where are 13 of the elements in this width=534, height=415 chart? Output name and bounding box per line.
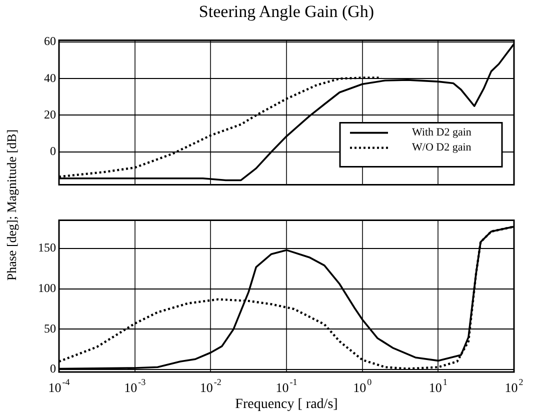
y-tick-label: 150 (38, 240, 56, 255)
y-tick-label: 50 (44, 321, 56, 336)
chart-title: Steering Angle Gain (Gh) (198, 2, 376, 22)
y-tick-label: 60 (44, 34, 56, 48)
y-tick-label: 100 (38, 280, 56, 295)
y-tick-label: 40 (44, 70, 56, 85)
x-axis-title: Frequency [ rad/s] (234, 397, 339, 413)
legend-label: W/O D2 gain (412, 142, 472, 154)
y-tick-label: 0 (50, 362, 56, 376)
y-tick-label: 0 (50, 144, 56, 158)
y-axis-title: Phase [deg]; Magnitude [dB] (4, 129, 20, 281)
legend-label: With D2 gain (412, 126, 472, 139)
y-tick-label: 20 (44, 107, 56, 122)
